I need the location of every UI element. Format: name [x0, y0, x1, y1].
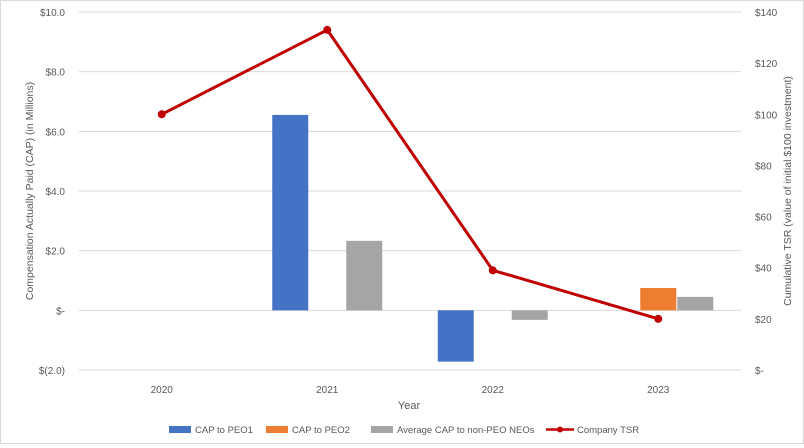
bar: [437, 310, 474, 362]
bar-marks: [272, 114, 714, 362]
legend: CAP to PEO1 CAP to PEO2 Average CAP to non…: [169, 425, 639, 436]
x-tick-label: 2020: [151, 385, 174, 396]
legend-label: Company TSR: [577, 425, 639, 436]
left-tick-label: $-: [56, 306, 65, 317]
legend-label: Average CAP to non-PEO NEOs: [397, 425, 535, 436]
left-axis-ticks: $10.0 $8.0 $6.0 $4.0 $2.0 $- $(2.0): [39, 8, 66, 377]
legend-swatch: [371, 426, 393, 433]
bar: [272, 114, 309, 311]
bar: [511, 310, 548, 320]
tsr-line: [157, 25, 663, 323]
tsr-point: [323, 25, 332, 34]
x-tick-label: 2023: [647, 385, 670, 396]
left-tick-label: $8.0: [46, 68, 66, 79]
tsr-point: [488, 266, 497, 275]
x-tick-label: 2021: [316, 385, 339, 396]
bar: [640, 287, 677, 311]
tsr-series-line: [161, 28, 659, 321]
right-axis-label: Cumulative TSR (value of initial $100 in…: [782, 76, 794, 306]
bar: [677, 296, 714, 311]
right-tick-label: $80: [755, 161, 772, 172]
right-tick-label: $20: [755, 315, 772, 326]
x-tick-label: 2022: [482, 385, 505, 396]
right-tick-label: $-: [755, 366, 764, 377]
left-tick-label: $10.0: [40, 8, 65, 19]
right-tick-label: $60: [755, 213, 772, 224]
left-axis-label: Compensation Actually Paid (CAP) (in Mil…: [24, 82, 36, 300]
right-tick-label: $40: [755, 264, 772, 275]
x-axis-ticks: 2020 2021 2022 2023: [151, 385, 670, 396]
legend-swatch: [169, 426, 191, 433]
right-tick-label: $140: [755, 8, 778, 19]
x-axis-label: Year: [398, 400, 421, 412]
legend-label: CAP to PEO1: [195, 425, 253, 436]
left-tick-label: $(2.0): [39, 366, 65, 377]
legend-swatch: [266, 426, 288, 433]
gridlines: [79, 11, 741, 371]
left-tick-label: $2.0: [46, 247, 66, 258]
left-tick-label: $4.0: [46, 187, 66, 198]
legend-marker: [557, 426, 563, 433]
left-tick-label: $6.0: [46, 127, 66, 138]
right-axis-ticks: $140 $120 $100 $80 $60 $40 $20 $-: [755, 8, 778, 377]
bar: [346, 240, 383, 311]
tsr-point: [157, 110, 166, 119]
right-tick-label: $120: [755, 59, 778, 70]
right-tick-label: $100: [755, 110, 778, 121]
tsr-point: [654, 314, 663, 323]
legend-label: CAP to PEO2: [292, 425, 350, 436]
